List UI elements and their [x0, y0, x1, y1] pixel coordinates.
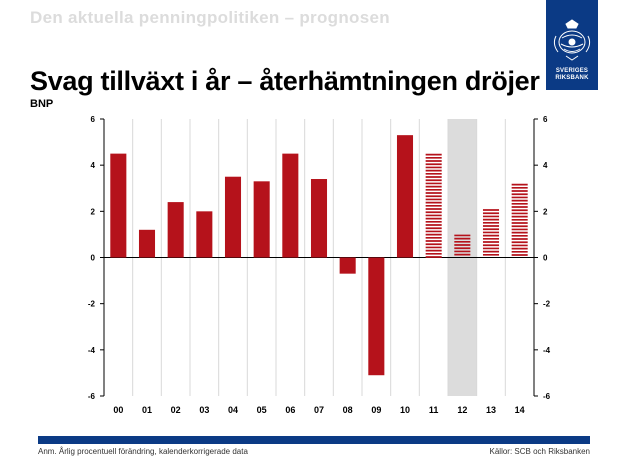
y-tick-label-right: 6	[543, 115, 548, 124]
riksbank-emblem-icon	[553, 19, 591, 61]
x-tick-label: 12	[457, 405, 467, 415]
x-tick-label: 08	[343, 405, 353, 415]
bar	[224, 176, 242, 258]
bar-forecast	[425, 153, 442, 258]
y-tick-label-left: -6	[88, 392, 96, 401]
x-tick-label: 09	[371, 405, 381, 415]
x-tick-label: 05	[257, 405, 267, 415]
x-tick-label: 14	[515, 405, 525, 415]
y-tick-label-right: 2	[543, 207, 548, 216]
bar	[167, 202, 184, 258]
bar	[110, 153, 127, 258]
y-tick-label-right: 4	[543, 161, 548, 170]
riksbank-logo: SVERIGES RIKSBANK	[546, 0, 598, 90]
y-tick-label-left: 6	[91, 115, 96, 124]
bar-forecast	[454, 234, 471, 256]
bar	[396, 135, 414, 258]
x-tick-label: 06	[285, 405, 295, 415]
x-tick-label: 13	[486, 405, 496, 415]
bar	[196, 211, 213, 258]
logo-text-line2: RIKSBANK	[555, 75, 589, 81]
footer-note: Anm. Årlig procentuell förändring, kalen…	[38, 447, 248, 456]
footer-source: Källor: SCB och Riksbanken	[489, 447, 591, 456]
x-tick-label: 02	[171, 405, 181, 415]
x-tick-label: 04	[228, 405, 238, 415]
x-tick-label: 00	[113, 405, 123, 415]
x-tick-label: 01	[142, 405, 152, 415]
y-tick-label-left: -4	[88, 346, 96, 355]
footer-bar	[38, 436, 590, 444]
y-tick-label-right: -6	[543, 392, 551, 401]
y-tick-label-left: -2	[88, 300, 96, 309]
y-tick-label-left: 4	[91, 161, 96, 170]
x-tick-label: 07	[314, 405, 324, 415]
y-tick-label-right: -4	[543, 346, 551, 355]
section-title: Den aktuella penningpolitiken – prognose…	[30, 8, 390, 27]
bar	[310, 179, 328, 258]
bar	[138, 229, 156, 258]
bar	[253, 181, 270, 258]
chart-subtitle: BNP	[30, 98, 54, 110]
logo-text-line1: SVERIGES	[555, 68, 589, 74]
page-title: Svag tillväxt i år – återhämtningen dröj…	[30, 66, 540, 96]
x-tick-label: 10	[400, 405, 410, 415]
bar	[339, 257, 356, 274]
y-tick-label-left: 0	[91, 254, 96, 263]
bar	[368, 257, 385, 376]
x-tick-label: 11	[429, 405, 439, 415]
bar	[282, 153, 299, 258]
x-tick-label: 03	[199, 405, 209, 415]
y-tick-label-right: 0	[543, 254, 548, 263]
bar-forecast	[511, 183, 528, 256]
bar-forecast	[482, 209, 500, 256]
y-tick-label-right: -2	[543, 300, 551, 309]
y-tick-label-left: 2	[91, 207, 96, 216]
